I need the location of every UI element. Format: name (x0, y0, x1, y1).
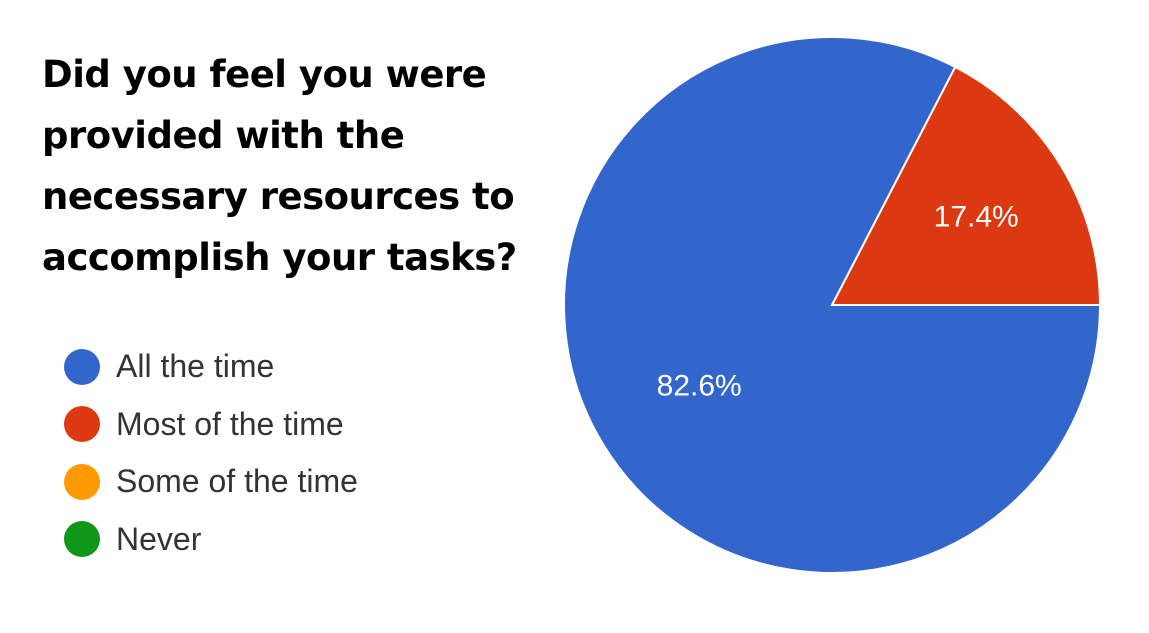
legend-item-all-the-time: All the time (64, 338, 358, 396)
legend-swatch-most-of-the-time (64, 406, 100, 443)
data-label-most-of-the-time: 17.4% (934, 201, 1019, 234)
legend-swatch-some-of-the-time (64, 463, 100, 500)
data-label-all-the-time: 82.6% (657, 369, 742, 402)
legend-label-all-the-time: All the time (116, 348, 275, 385)
legend-label-some-of-the-time: Some of the time (116, 463, 358, 500)
chart-title: Did you feel you were provided with the … (42, 53, 517, 279)
legend-swatch-all-the-time (64, 348, 100, 385)
legend-item-some-of-the-time: Some of the time (64, 453, 358, 511)
legend-swatch-never (64, 521, 100, 558)
legend: All the time Most of the time Some of th… (64, 338, 358, 568)
pie-slice-most-of-the-time (830, 65, 1102, 306)
pie-slices (563, 36, 1102, 574)
pie-slice-all-the-time (563, 36, 1102, 574)
legend-item-never: Never (64, 511, 358, 569)
legend-label-most-of-the-time: Most of the time (116, 405, 344, 442)
legend-label-never: Never (116, 520, 202, 557)
pie-labels: 17.4% 82.6% (657, 201, 1019, 403)
legend-item-most-of-the-time: Most of the time (64, 396, 358, 454)
